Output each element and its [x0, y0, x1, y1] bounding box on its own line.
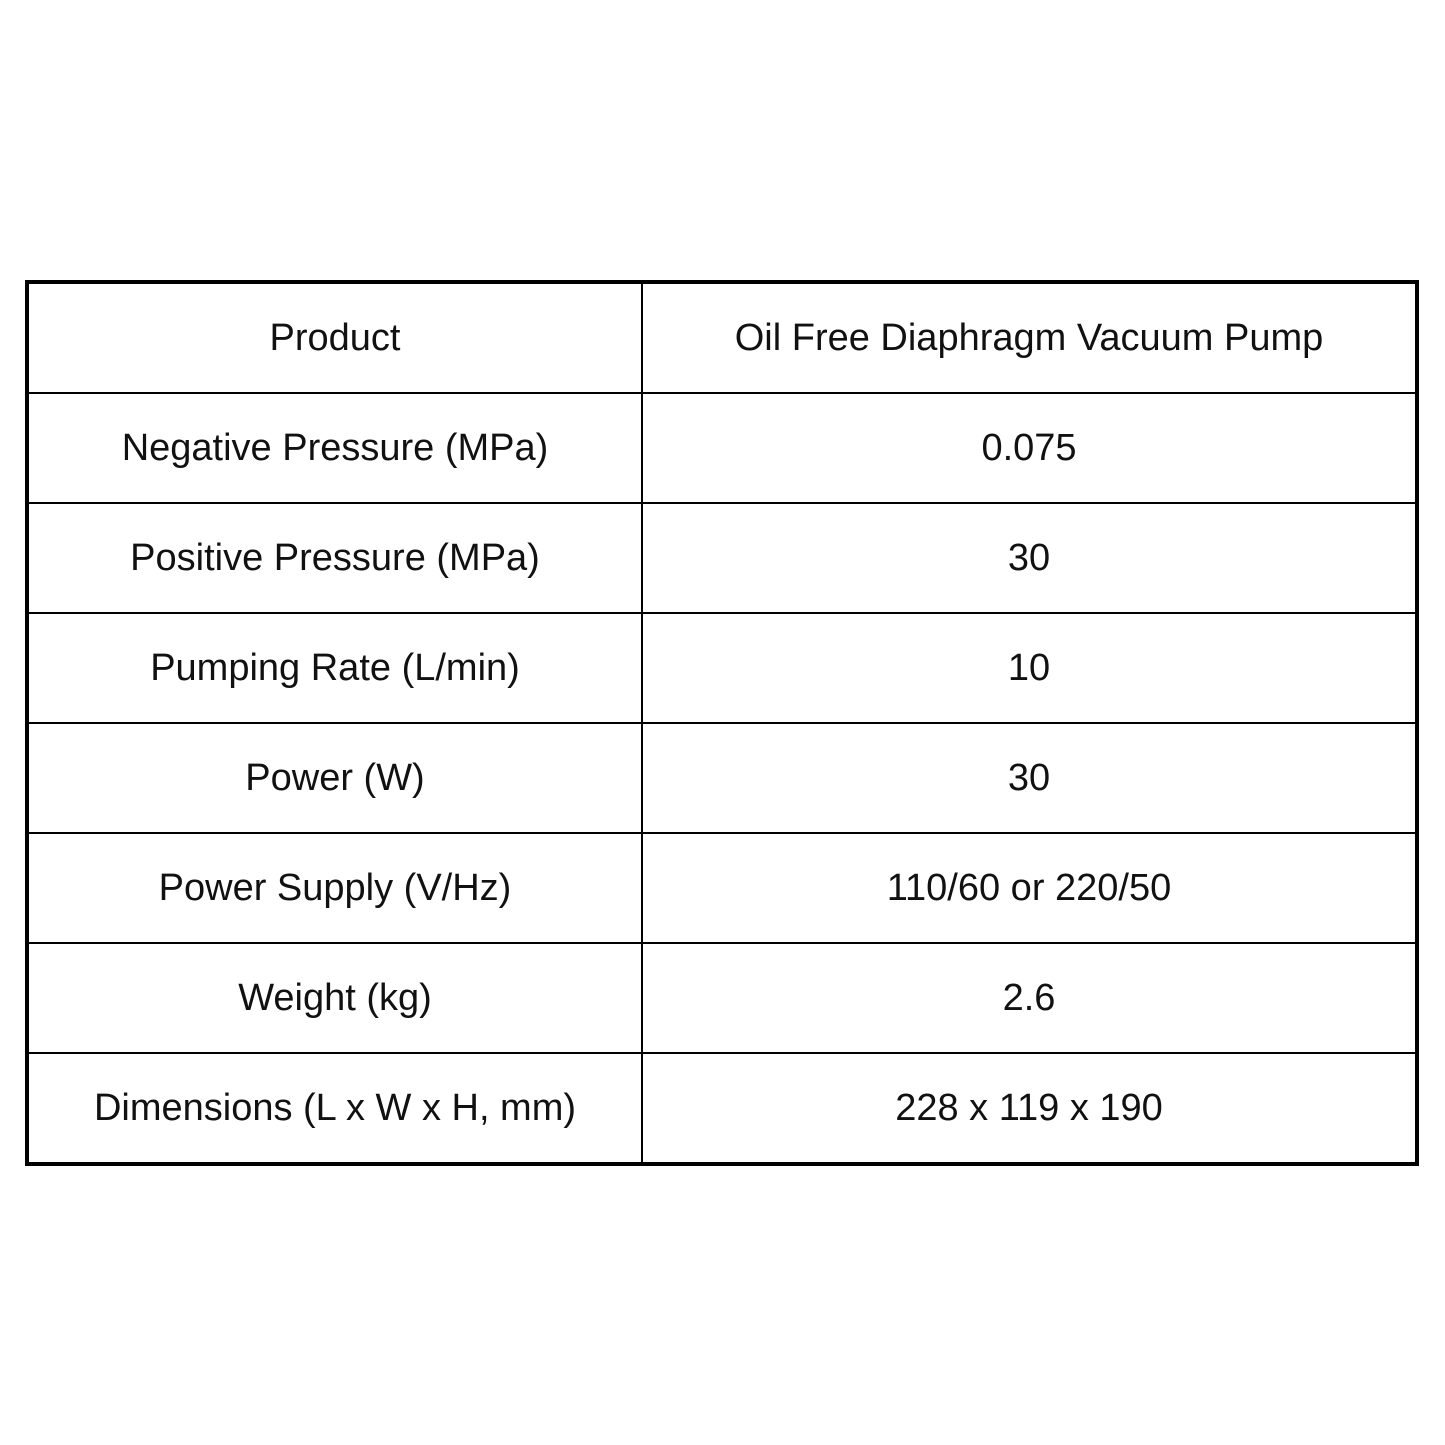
spec-table: Product Oil Free Diaphragm Vacuum Pump N…	[25, 280, 1419, 1166]
table-row: Pumping Rate (L/min) 10	[26, 612, 1418, 724]
row-label: Negative Pressure (MPa)	[26, 392, 643, 504]
row-label: Dimensions (L x W x H, mm)	[26, 1052, 643, 1165]
row-value: 228 x 119 x 190	[641, 1052, 1418, 1165]
row-value: 110/60 or 220/50	[641, 832, 1418, 944]
row-label: Positive Pressure (MPa)	[26, 502, 643, 614]
row-label: Weight (kg)	[26, 942, 643, 1054]
table-row: Power (W) 30	[26, 722, 1418, 834]
table-row: Weight (kg) 2.6	[26, 942, 1418, 1054]
row-value: 30	[641, 502, 1418, 614]
row-label: Power (W)	[26, 722, 643, 834]
row-value: 0.075	[641, 392, 1418, 504]
row-label: Pumping Rate (L/min)	[26, 612, 643, 724]
row-value: 2.6	[641, 942, 1418, 1054]
row-value: Oil Free Diaphragm Vacuum Pump	[641, 281, 1418, 394]
row-value: 30	[641, 722, 1418, 834]
table-row: Power Supply (V/Hz) 110/60 or 220/50	[26, 832, 1418, 944]
table-row: Product Oil Free Diaphragm Vacuum Pump	[26, 281, 1418, 394]
table-row: Dimensions (L x W x H, mm) 228 x 119 x 1…	[26, 1052, 1418, 1165]
row-label: Power Supply (V/Hz)	[26, 832, 643, 944]
row-value: 10	[641, 612, 1418, 724]
table-row: Positive Pressure (MPa) 30	[26, 502, 1418, 614]
row-label: Product	[26, 281, 643, 394]
table-row: Negative Pressure (MPa) 0.075	[26, 392, 1418, 504]
